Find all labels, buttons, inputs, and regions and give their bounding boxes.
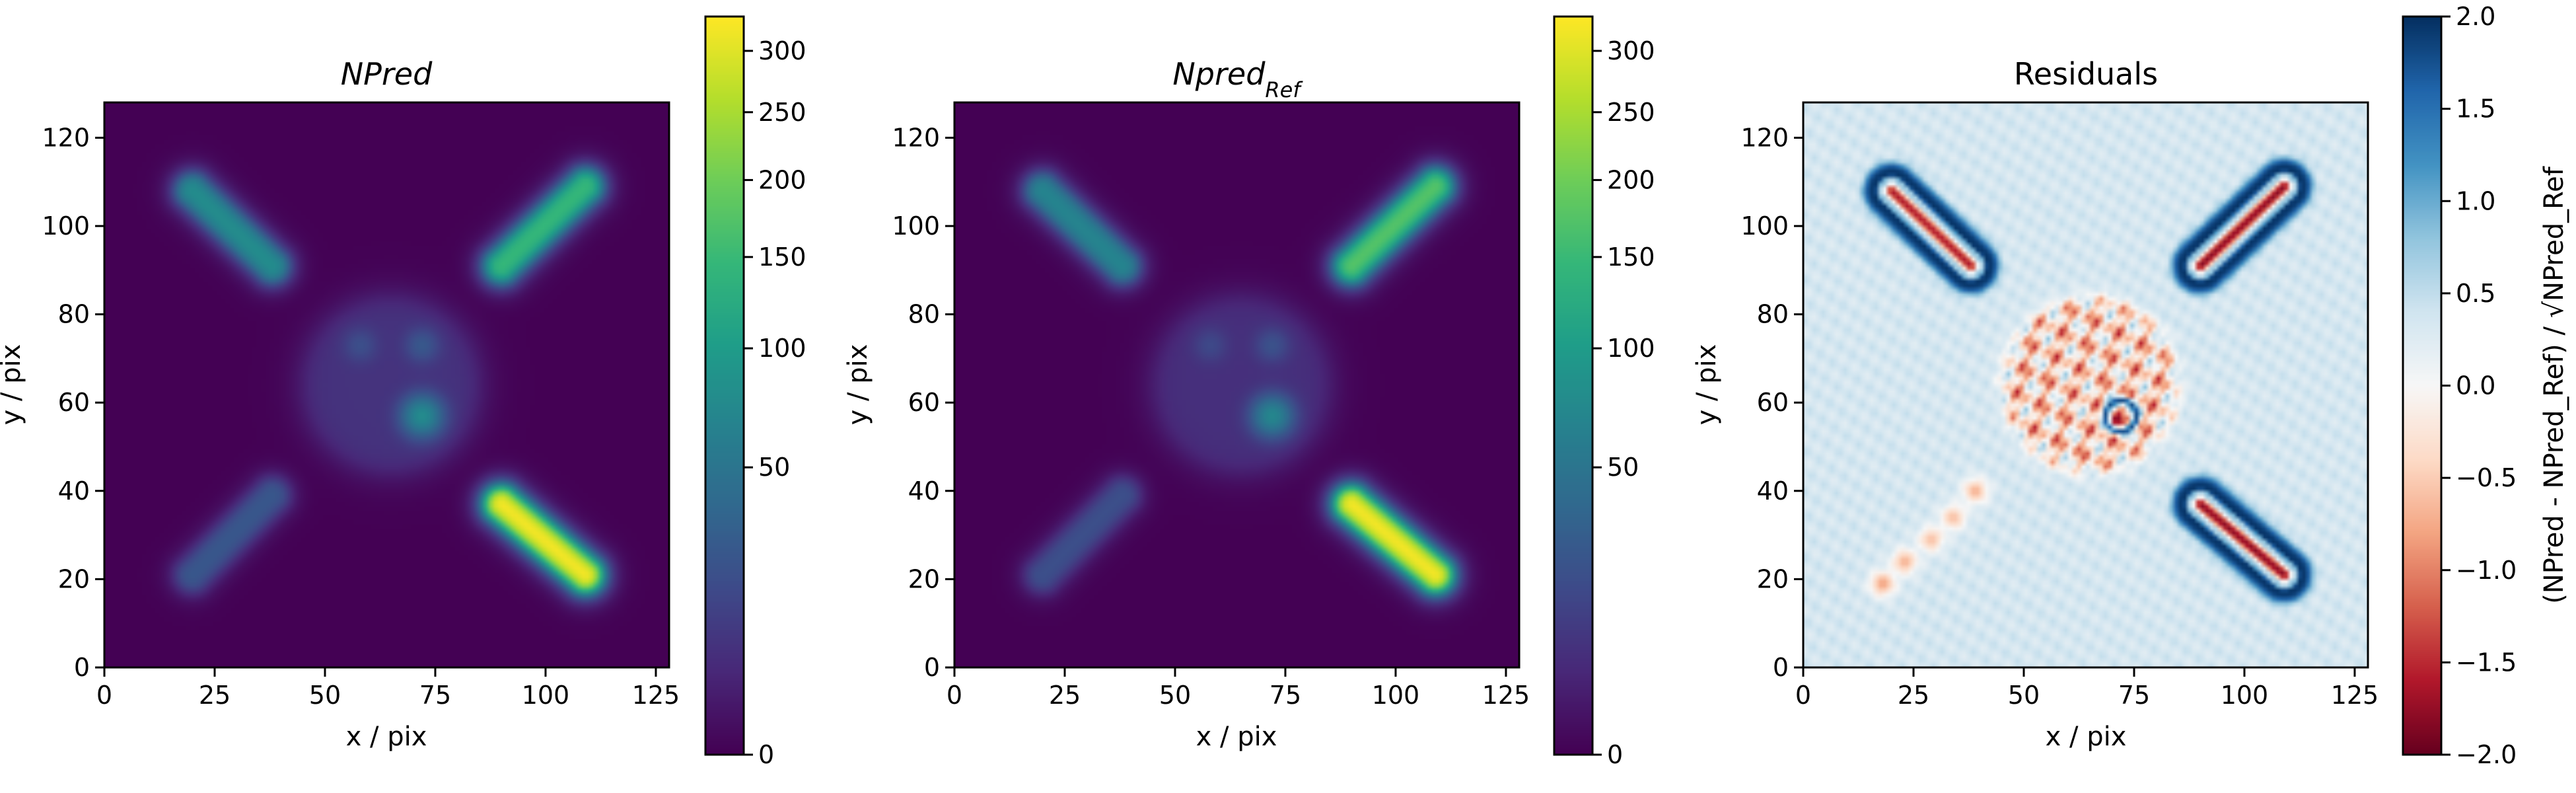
y-tick-label: 80 — [908, 300, 940, 329]
y-ticks: 0 20 40 60 80 100 120 — [1740, 123, 1803, 682]
colorbar-frame — [1553, 15, 1594, 756]
colorbar-tick-label: 200 — [1607, 165, 1655, 194]
x-tick-label: 0 — [947, 681, 962, 710]
colorbar-tick-label: 0 — [1607, 740, 1623, 769]
y-axis-label: y / pix — [843, 344, 873, 426]
heatmap-image — [1803, 102, 2368, 667]
y-tick-label: 100 — [892, 211, 940, 241]
colorbar-tick-label: 50 — [758, 453, 790, 482]
panel-title: Residuals — [2014, 56, 2158, 92]
colorbar-tick-label: −1.5 — [2456, 648, 2517, 677]
x-tick-label: 125 — [632, 681, 680, 710]
y-tick-label: 20 — [1757, 564, 1789, 593]
y-tick-label: 60 — [908, 388, 940, 417]
heatmap-image — [954, 102, 1519, 667]
colorbar-tick-label: 200 — [758, 165, 806, 194]
x-tick-label: 75 — [419, 681, 451, 710]
colorbar-tick-label: 100 — [758, 334, 806, 363]
colorbar-tick-label: 0 — [758, 740, 774, 769]
colorbar-tick-label: 150 — [758, 243, 806, 272]
heatmap-image — [104, 102, 669, 667]
x-tick-label: 25 — [1049, 681, 1081, 710]
colorbar-tick-label: 250 — [758, 98, 806, 127]
y-tick-label: 40 — [908, 476, 940, 506]
colorbar-tick-label: −1.0 — [2456, 556, 2517, 585]
y-tick-label: 0 — [1773, 653, 1789, 682]
colorbar-tick-label: 300 — [1607, 36, 1655, 65]
title-subscript: Ref — [1265, 77, 1303, 102]
x-ticks: 0 25 50 75 100 125 — [1795, 667, 2379, 710]
colorbar-tick-label: 100 — [1607, 334, 1655, 363]
y-tick-label: 0 — [74, 653, 90, 682]
x-axis-label: x / pix — [346, 722, 427, 752]
x-tick-label: 0 — [1795, 681, 1811, 710]
plot-frame — [953, 101, 1521, 669]
colorbar-tick-label: 1.5 — [2456, 94, 2495, 124]
y-ticks: 0 20 40 60 80 100 120 — [42, 123, 104, 682]
x-tick-label: 25 — [199, 681, 231, 710]
y-tick-label: 20 — [908, 564, 940, 593]
panel-title: NPred — [341, 56, 433, 92]
y-tick-label: 100 — [42, 211, 90, 241]
x-tick-label: 75 — [2118, 681, 2150, 710]
colorbar-label: (NPred - NPred_Ref) / √NPred_Ref — [2539, 166, 2569, 603]
colorbar-image — [2403, 17, 2441, 755]
y-tick-label: 100 — [1740, 211, 1789, 241]
y-axis-label: y / pix — [1692, 344, 1722, 426]
x-ticks: 0 25 50 75 100 125 — [947, 667, 1530, 710]
x-tick-label: 0 — [96, 681, 112, 710]
x-tick-label: 50 — [1159, 681, 1191, 710]
x-tick-label: 75 — [1270, 681, 1301, 710]
x-axis-label: x / pix — [1196, 722, 1277, 752]
colorbar-tick-label: 0.0 — [2456, 371, 2495, 400]
x-tick-label: 25 — [1898, 681, 1929, 710]
x-axis-label: x / pix — [2046, 722, 2127, 752]
title-main: Npred — [1172, 56, 1266, 92]
y-axis-label: y / pix — [0, 344, 26, 426]
colorbar-tick-label: 0.5 — [2456, 279, 2495, 308]
y-ticks: 0 20 40 60 80 100 120 — [892, 123, 954, 682]
x-ticks: 0 25 50 75 100 125 — [96, 667, 680, 710]
colorbar-image — [1554, 17, 1592, 755]
x-tick-label: 100 — [2221, 681, 2269, 710]
y-tick-label: 40 — [1757, 476, 1789, 506]
x-tick-label: 125 — [2331, 681, 2379, 710]
colorbar-ticks: 0 50 100 150 200 250 300 — [744, 36, 806, 769]
y-tick-label: 120 — [892, 123, 940, 152]
colorbar-tick-label: −0.5 — [2456, 463, 2517, 492]
y-tick-label: 60 — [58, 388, 90, 417]
x-tick-label: 100 — [1372, 681, 1420, 710]
y-tick-label: 80 — [58, 300, 90, 329]
colorbar-image — [705, 17, 744, 755]
panel-npred: NPred 0 25 50 75 100 125 0 20 40 60 80 100 120 x / … — [0, 15, 806, 769]
colorbar-tick-label: 50 — [1607, 453, 1639, 482]
x-tick-label: 125 — [1482, 681, 1530, 710]
y-tick-label: 60 — [1757, 388, 1789, 417]
panel-npred-ref: NpredRef 0 25 50 75 100 125 0 20 40 60 80 100 120 x… — [843, 15, 1655, 769]
plot-frame — [103, 101, 670, 669]
colorbar-tick-label: 300 — [758, 36, 806, 65]
y-tick-label: 40 — [58, 476, 90, 506]
colorbar-tick-label: 250 — [1607, 98, 1655, 127]
y-tick-label: 20 — [58, 564, 90, 593]
colorbar-tick-label: 1.0 — [2456, 186, 2495, 215]
colorbar-ticks: 0 50 100 150 200 250 300 — [1592, 36, 1655, 769]
colorbar-tick-label: 150 — [1607, 243, 1655, 272]
colorbar-frame — [704, 15, 745, 756]
plot-frame — [1802, 101, 2369, 669]
colorbar-ticks: −2.0 −1.5 −1.0 −0.5 0.0 0.5 1.0 1.5 2.0 — [2441, 2, 2517, 769]
x-tick-label: 50 — [309, 681, 341, 710]
y-tick-label: 120 — [42, 123, 90, 152]
x-tick-label: 50 — [2008, 681, 2040, 710]
y-tick-label: 80 — [1757, 300, 1789, 329]
colorbar-tick-label: 2.0 — [2456, 2, 2495, 31]
x-tick-label: 100 — [522, 681, 570, 710]
panel-residuals: Residuals 0 25 50 75 100 125 020406080100120 … — [1692, 2, 2569, 769]
colorbar-tick-label: −2.0 — [2456, 740, 2517, 769]
y-tick-label: 120 — [1740, 123, 1789, 152]
y-tick-label: 0 — [924, 653, 940, 682]
panel-title: NpredRef — [1172, 56, 1303, 102]
